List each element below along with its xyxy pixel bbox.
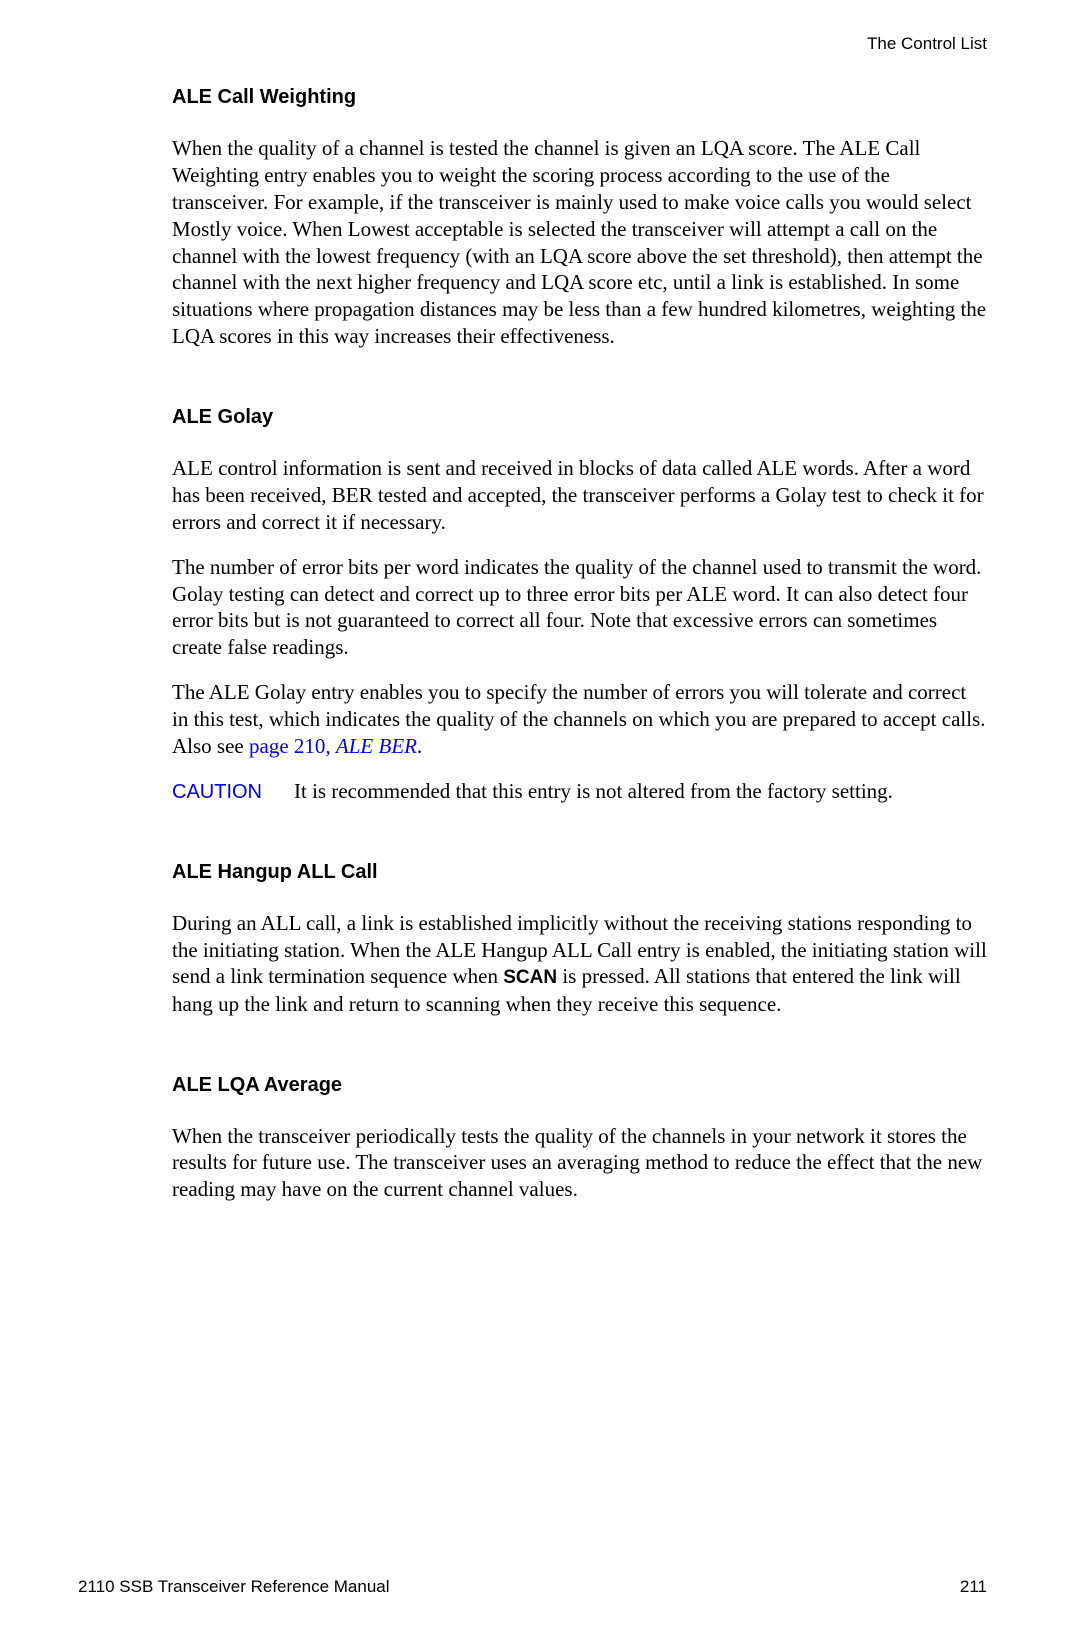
footer-page-number: 211	[960, 1577, 987, 1597]
scan-button-reference: SCAN	[503, 967, 557, 988]
text-run: .	[417, 734, 422, 758]
paragraph: ALE control information is sent and rece…	[172, 455, 987, 536]
page-header-section: The Control List	[78, 34, 987, 54]
cross-reference-link[interactable]: page 210,	[249, 734, 336, 758]
paragraph: The number of error bits per word indica…	[172, 554, 987, 662]
heading-ale-golay: ALE Golay	[172, 406, 987, 429]
footer-manual-title: 2110 SSB Transceiver Reference Manual	[78, 1577, 390, 1597]
paragraph: During an ALL call, a link is establishe…	[172, 910, 987, 1018]
paragraph: When the quality of a channel is tested …	[172, 135, 987, 350]
section-ale-call-weighting: ALE Call Weighting When the quality of a…	[172, 86, 987, 350]
page-footer: 2110 SSB Transceiver Reference Manual 21…	[78, 1577, 987, 1597]
section-ale-lqa-average: ALE LQA Average When the transceiver per…	[172, 1074, 987, 1204]
heading-ale-call-weighting: ALE Call Weighting	[172, 86, 987, 109]
paragraph: When the transceiver periodically tests …	[172, 1123, 987, 1204]
caution-text: It is recommended that this entry is not…	[294, 778, 893, 805]
cross-reference-link-italic[interactable]: ALE BER	[336, 734, 417, 758]
heading-ale-lqa-average: ALE LQA Average	[172, 1074, 987, 1097]
caution-label: CAUTION	[172, 781, 262, 804]
section-ale-hangup-all-call: ALE Hangup ALL Call During an ALL call, …	[172, 861, 987, 1018]
paragraph: The ALE Golay entry enables you to speci…	[172, 679, 987, 760]
heading-ale-hangup-all-call: ALE Hangup ALL Call	[172, 861, 987, 884]
caution-block: CAUTION It is recommended that this entr…	[172, 778, 987, 805]
page-content: ALE Call Weighting When the quality of a…	[172, 86, 987, 1203]
page-container: The Control List ALE Call Weighting When…	[0, 0, 1065, 1639]
section-ale-golay: ALE Golay ALE control information is sen…	[172, 406, 987, 805]
